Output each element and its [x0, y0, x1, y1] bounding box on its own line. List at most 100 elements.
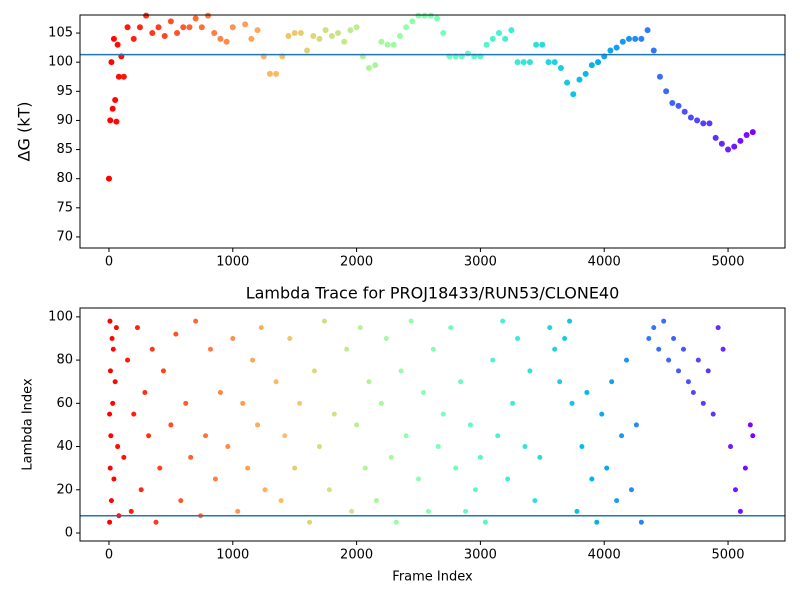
point — [384, 41, 391, 48]
point — [537, 454, 543, 460]
point — [656, 346, 662, 352]
point — [403, 433, 409, 439]
point — [188, 454, 194, 460]
point — [624, 357, 630, 363]
point — [273, 70, 280, 77]
point — [388, 454, 394, 460]
point — [663, 88, 670, 95]
point — [115, 73, 122, 80]
point — [532, 498, 538, 504]
y-tick-label: 20 — [56, 482, 73, 497]
point — [322, 27, 329, 34]
point — [107, 318, 113, 324]
point — [574, 508, 580, 514]
point — [396, 32, 403, 39]
point — [304, 47, 311, 54]
point — [706, 120, 713, 127]
point — [614, 498, 620, 504]
point — [167, 18, 174, 25]
point — [440, 30, 447, 37]
point — [687, 114, 694, 121]
point — [644, 27, 651, 34]
point — [661, 318, 667, 324]
point — [354, 422, 360, 428]
point — [109, 335, 115, 341]
point — [619, 38, 626, 45]
x-tick-label: 3000 — [464, 255, 497, 270]
point — [671, 335, 677, 341]
point — [208, 346, 214, 352]
x-tick-label: 5000 — [711, 255, 744, 270]
point — [588, 62, 595, 69]
point — [130, 35, 137, 42]
point — [570, 91, 577, 98]
point — [705, 368, 711, 374]
point — [725, 146, 732, 153]
point — [316, 444, 322, 450]
point — [403, 24, 410, 31]
point — [732, 487, 738, 493]
x-tick-label: 2000 — [340, 548, 373, 563]
point — [362, 465, 368, 471]
point — [297, 30, 304, 37]
point — [589, 476, 595, 482]
point — [712, 134, 719, 141]
x-tick-label: 0 — [105, 255, 113, 270]
point — [584, 390, 590, 396]
point — [743, 131, 750, 138]
point — [114, 41, 121, 48]
point — [633, 422, 639, 428]
point — [710, 411, 716, 417]
point — [108, 498, 114, 504]
point — [430, 346, 436, 352]
point — [539, 41, 546, 48]
point — [211, 30, 218, 37]
point — [291, 30, 298, 37]
point — [378, 400, 384, 406]
point — [398, 368, 404, 374]
point — [240, 400, 246, 406]
point — [321, 318, 327, 324]
x-tick-label: 3000 — [464, 548, 497, 563]
point — [694, 117, 701, 124]
point — [155, 24, 162, 31]
point — [599, 411, 605, 417]
point — [365, 65, 372, 72]
point — [115, 444, 121, 450]
y-tick-label: 90 — [56, 113, 73, 128]
point — [110, 35, 117, 42]
point — [109, 105, 116, 112]
point — [183, 400, 189, 406]
point — [472, 487, 478, 493]
y-tick-label: 40 — [56, 439, 73, 454]
point — [562, 335, 568, 341]
point — [229, 24, 236, 31]
y-tick-label: 80 — [56, 353, 73, 368]
point — [700, 120, 707, 127]
point — [564, 79, 571, 86]
point — [255, 422, 261, 428]
point — [254, 27, 261, 34]
y-tick-label: 80 — [56, 171, 73, 186]
point — [107, 368, 113, 374]
point — [353, 24, 360, 31]
point — [225, 444, 231, 450]
point — [448, 325, 454, 331]
point — [326, 487, 332, 493]
point — [349, 508, 355, 514]
point — [198, 24, 205, 31]
y-tick-label: 85 — [56, 142, 73, 157]
point — [613, 44, 620, 51]
point — [120, 73, 127, 80]
point — [113, 118, 120, 125]
point — [490, 357, 496, 363]
point — [105, 175, 112, 182]
point — [136, 24, 143, 31]
point — [632, 35, 639, 42]
point — [110, 346, 116, 352]
point — [262, 487, 268, 493]
point — [680, 346, 686, 352]
chart-title: Lambda Trace for PROJ18433/RUN53/CLONE40 — [246, 284, 620, 303]
point — [495, 433, 501, 439]
point — [282, 433, 288, 439]
